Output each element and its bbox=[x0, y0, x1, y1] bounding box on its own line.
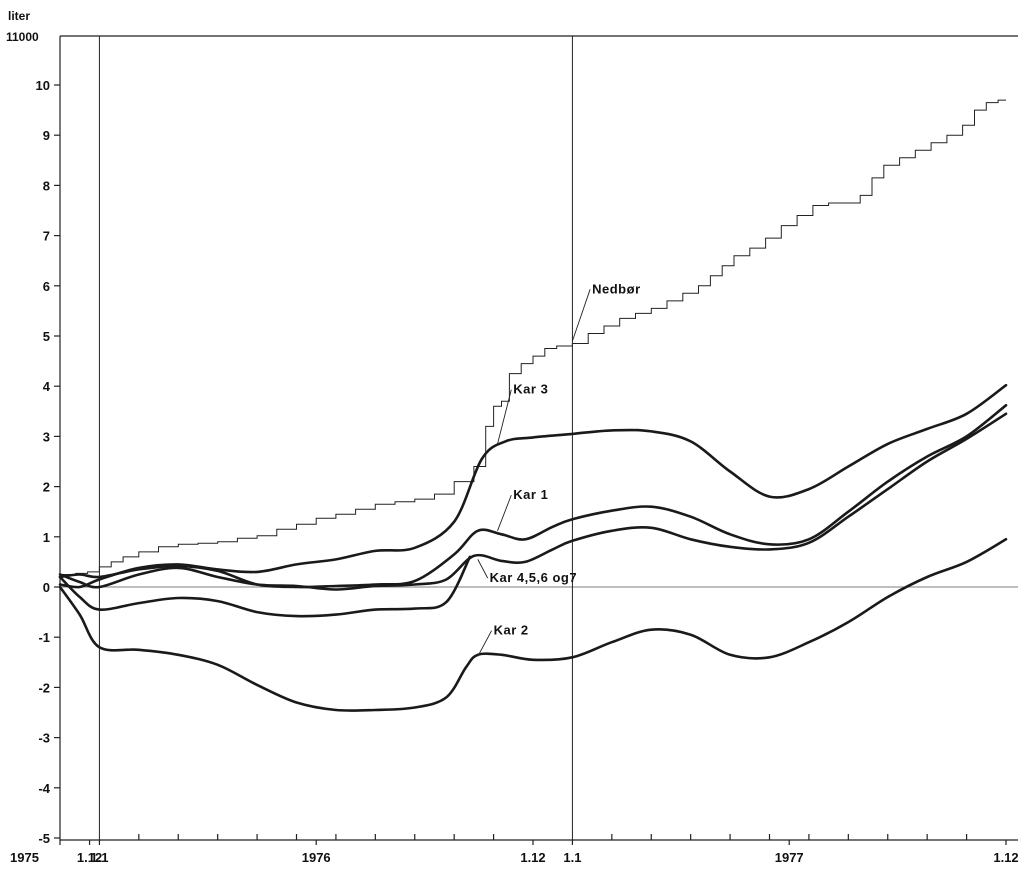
series-label: Nedbør bbox=[592, 281, 641, 296]
y-tick-label: 0 bbox=[43, 580, 50, 595]
y-tick-label: -1 bbox=[38, 630, 50, 645]
series-label: Kar 4,5,6 og7 bbox=[490, 570, 577, 585]
series-layer bbox=[58, 99, 1008, 712]
x-tick-label: 1975 bbox=[10, 850, 39, 865]
y-tick-label: -3 bbox=[38, 731, 50, 746]
y-tick-label: 9 bbox=[43, 128, 50, 143]
y-tick-label: -5 bbox=[38, 831, 50, 846]
series-unlabeled-curve-line bbox=[58, 555, 472, 618]
series-labels: Nedbør Kar 3 Kar 1 Kar 4,5,6 og7 Kar 2 bbox=[477, 281, 641, 657]
y-tick-label: 10 bbox=[36, 78, 50, 93]
y-tick-label: 4 bbox=[43, 379, 51, 394]
x-tick-label: 1.12 bbox=[520, 850, 545, 865]
y-tick-label: 8 bbox=[43, 178, 50, 193]
series-kar-1-line bbox=[58, 404, 1008, 589]
series-label: Kar 2 bbox=[494, 623, 529, 638]
series-kar-4-5-6-og-7-line bbox=[58, 412, 1008, 591]
y-tick-label: 1 bbox=[43, 530, 50, 545]
y-axis-title: liter bbox=[8, 9, 30, 23]
y-tick-label: 7 bbox=[43, 229, 50, 244]
y-tick-label: -2 bbox=[38, 680, 50, 695]
series-kar-2-line bbox=[58, 538, 1008, 712]
series-label: Kar 1 bbox=[513, 487, 548, 502]
x-tick-label: 1.12 bbox=[77, 850, 102, 865]
label-leader-line bbox=[477, 559, 489, 579]
label-leader-line bbox=[497, 494, 512, 531]
series-label: Kar 3 bbox=[513, 382, 548, 397]
y-tick-label: 6 bbox=[43, 279, 50, 294]
x-tick-label: 1.12 bbox=[993, 850, 1018, 865]
y-tick-label: 5 bbox=[43, 329, 50, 344]
x-tick-label: 1.1 bbox=[563, 850, 581, 865]
x-tick-label: 1.1 bbox=[90, 850, 108, 865]
label-leader-line bbox=[497, 389, 512, 445]
y-tick-label: 3 bbox=[43, 429, 50, 444]
y-tick-label: -4 bbox=[38, 781, 50, 796]
label-leader-line bbox=[571, 289, 591, 342]
y-tick-label: 2 bbox=[43, 480, 50, 495]
y-axis-top-label: 11000 bbox=[6, 30, 39, 44]
series-nedb-r-line bbox=[60, 99, 1006, 575]
x-tick-label: 1977 bbox=[775, 850, 804, 865]
x-tick-label: 1976 bbox=[302, 850, 331, 865]
grid bbox=[60, 36, 1018, 840]
label-leader-line bbox=[477, 630, 492, 657]
